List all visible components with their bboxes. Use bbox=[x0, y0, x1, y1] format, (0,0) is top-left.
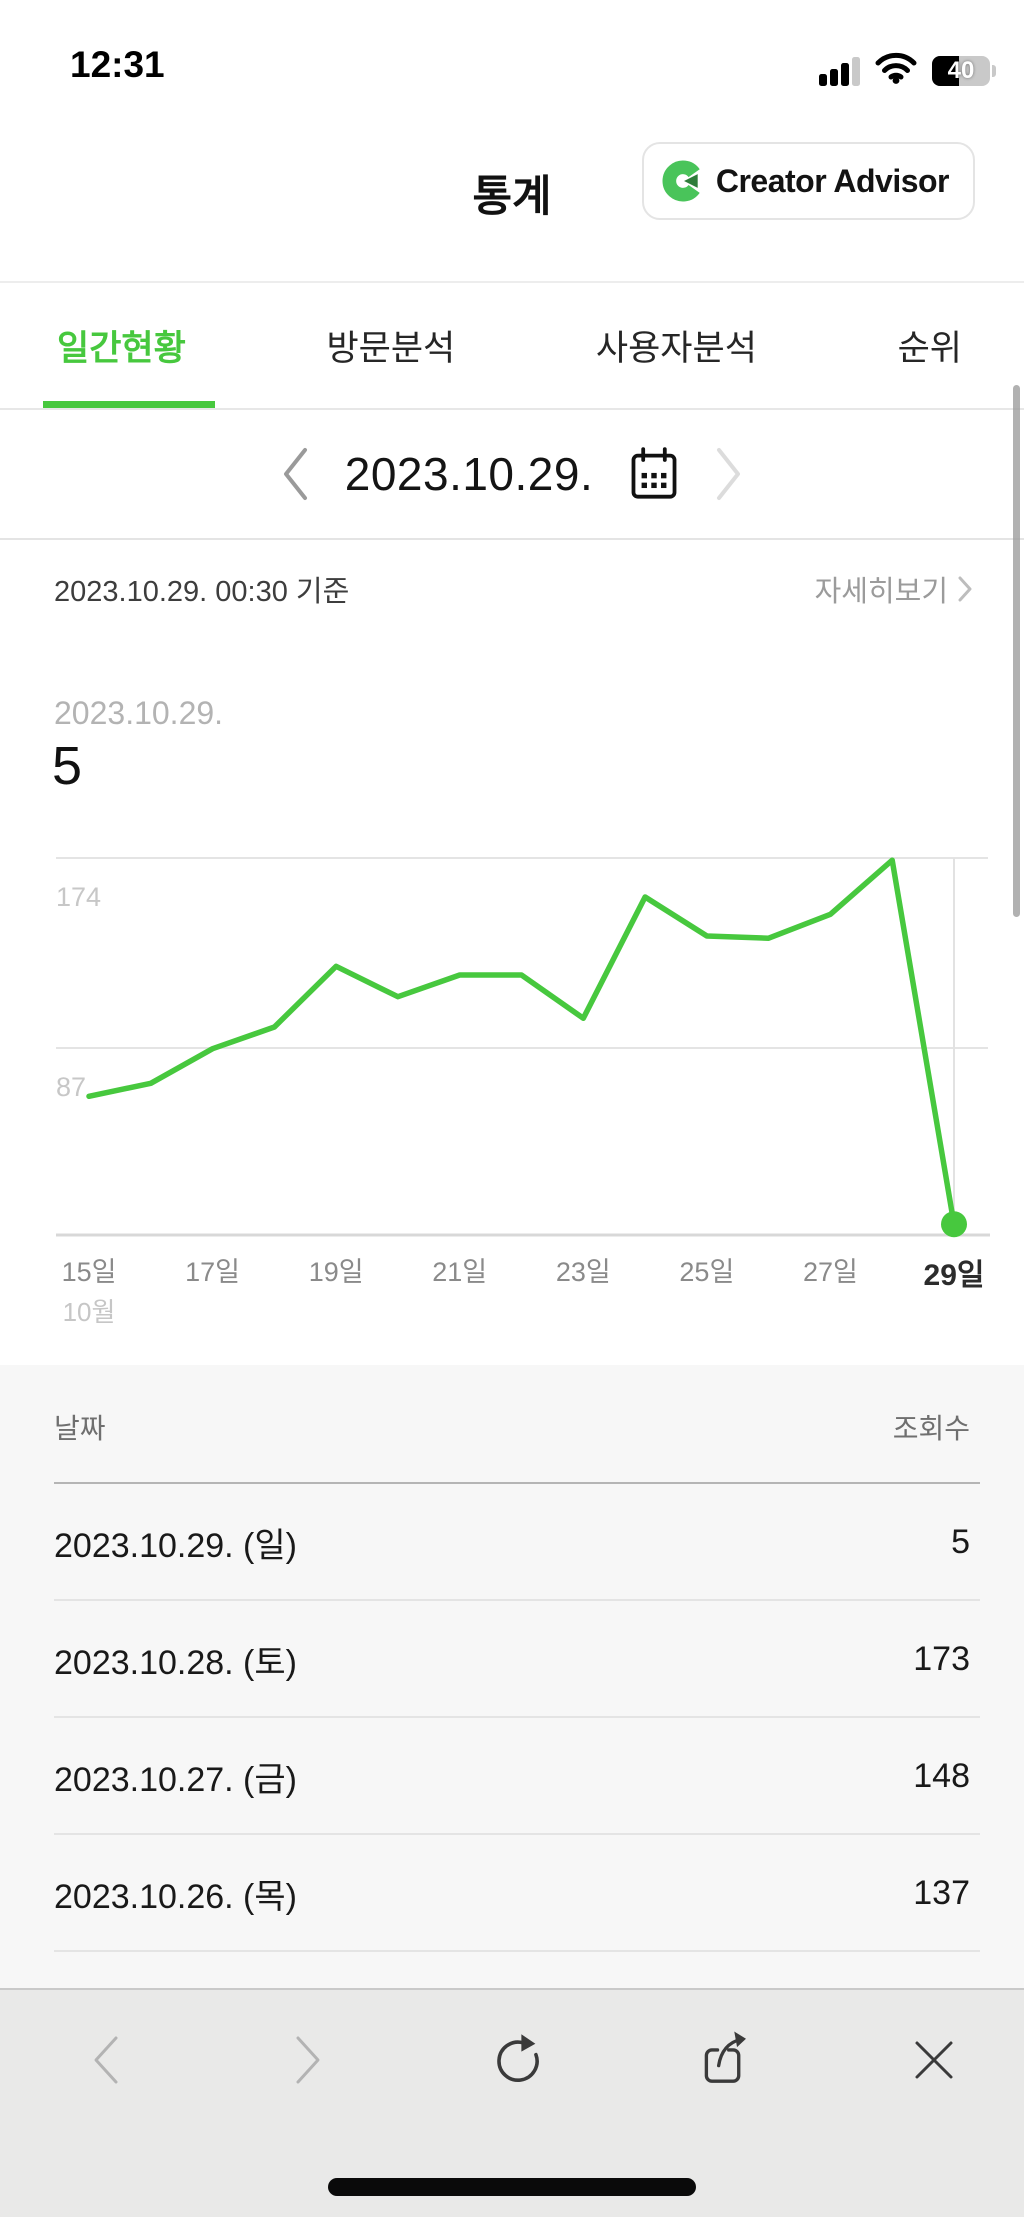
x-tick-23: 23일 bbox=[555, 1257, 611, 1287]
daily-views-chart: 174 87 bbox=[56, 857, 990, 1238]
home-indicator[interactable] bbox=[328, 2178, 696, 2196]
next-date-button[interactable] bbox=[715, 445, 743, 503]
x-tick-19: 19일 bbox=[308, 1257, 364, 1287]
see-details-link[interactable]: 자세히보기 bbox=[815, 568, 972, 610]
forward-button[interactable] bbox=[280, 2032, 336, 2088]
status-icons: 40 bbox=[819, 52, 996, 89]
table-header: 날짜 조회수 bbox=[54, 1407, 970, 1447]
app-header: 통계 Creator Advisor bbox=[0, 100, 1024, 283]
month-label: 10월 bbox=[62, 1297, 116, 1327]
wifi-icon bbox=[875, 52, 917, 89]
battery-icon: 40 bbox=[932, 55, 996, 86]
x-tick-27: 27일 bbox=[802, 1257, 858, 1287]
share-button[interactable] bbox=[694, 2031, 750, 2088]
info-bar: 2023.10.29. 00:30 기준 자세히보기 bbox=[0, 540, 1024, 637]
table-row: 2023.10.26. (목) 137 bbox=[0, 1835, 1024, 1952]
reload-icon bbox=[497, 2034, 539, 2082]
cellular-signal-icon bbox=[819, 56, 860, 86]
calendar-icon bbox=[631, 447, 677, 499]
row-views: 137 bbox=[913, 1874, 970, 1912]
tab-visit-analysis[interactable]: 방문분석 bbox=[326, 329, 456, 368]
table-header-divider bbox=[54, 1482, 980, 1484]
active-tab-underline bbox=[43, 401, 215, 408]
row-date: 2023.10.28. (토) bbox=[54, 1644, 297, 1682]
y-tick-87: 87 bbox=[56, 1072, 86, 1102]
row-views: 173 bbox=[913, 1640, 970, 1678]
reload-button[interactable] bbox=[490, 2032, 546, 2088]
row-views: 5 bbox=[951, 1523, 970, 1561]
tab-ranking[interactable]: 순위 bbox=[897, 329, 962, 368]
row-views: 148 bbox=[913, 1757, 970, 1795]
x-tick-29: 29일 bbox=[923, 1259, 985, 1292]
column-date: 날짜 bbox=[54, 1413, 106, 1444]
calendar-button[interactable] bbox=[629, 447, 679, 501]
daily-views-table-section: 날짜 조회수 2023.10.29. (일) 5 2023.10.28. (토)… bbox=[0, 1365, 1024, 1988]
date-navigation: 2023.10.29. bbox=[0, 410, 1024, 540]
x-tick-25: 25일 bbox=[679, 1257, 735, 1287]
close-button[interactable] bbox=[906, 2032, 962, 2088]
table-body: 2023.10.29. (일) 5 2023.10.28. (토) 173 20… bbox=[0, 1484, 1024, 1952]
status-time: 12:31 bbox=[70, 44, 165, 85]
webview-toolbar bbox=[0, 1988, 1024, 2217]
battery-percent: 40 bbox=[947, 56, 975, 84]
data-reference-time: 2023.10.29. 00:30 기준 bbox=[54, 576, 350, 608]
page-scrollbar-thumb[interactable] bbox=[1013, 385, 1020, 917]
chevron-right-small-icon bbox=[958, 576, 972, 602]
close-icon bbox=[915, 2041, 953, 2079]
creator-advisor-label: Creator Advisor bbox=[715, 162, 950, 199]
tab-user-analysis[interactable]: 사용자분석 bbox=[595, 329, 757, 368]
creator-advisor-logo-icon bbox=[662, 160, 700, 202]
row-date: 2023.10.29. (일) bbox=[54, 1527, 297, 1565]
status-bar: 12:31 40 bbox=[0, 0, 1024, 100]
chevron-right-icon bbox=[717, 448, 741, 500]
creator-advisor-button[interactable]: Creator Advisor bbox=[641, 142, 975, 220]
row-date: 2023.10.27. (금) bbox=[54, 1761, 297, 1799]
row-date: 2023.10.26. (목) bbox=[54, 1878, 297, 1916]
page-title: 통계 bbox=[472, 173, 552, 221]
selected-date[interactable]: 2023.10.29. bbox=[344, 448, 594, 500]
chart-x-axis: 15일 17일 19일 21일 23일 25일 27일 29일 bbox=[0, 1250, 1024, 1294]
tab-bar: 일간현황 방문분석 사용자분석 순위 bbox=[0, 283, 1024, 410]
tab-daily-status[interactable]: 일간현황 bbox=[57, 329, 186, 368]
x-tick-15: 15일 bbox=[61, 1257, 117, 1287]
share-icon bbox=[704, 2031, 746, 2083]
back-button[interactable] bbox=[78, 2032, 134, 2088]
back-chevron-icon bbox=[94, 2036, 118, 2084]
table-row: 2023.10.29. (일) 5 bbox=[0, 1484, 1024, 1601]
chart-line bbox=[86, 857, 957, 1227]
x-tick-17: 17일 bbox=[185, 1257, 240, 1287]
table-row: 2023.10.28. (토) 173 bbox=[0, 1601, 1024, 1718]
forward-chevron-icon bbox=[296, 2036, 320, 2084]
summary-date: 2023.10.29. bbox=[54, 695, 224, 731]
chart-endpoint-dot bbox=[941, 1211, 967, 1238]
daily-views-chart-section: 2023.10.29. 5 174 87 15일 17일 19일 21일 23일… bbox=[0, 637, 1024, 1365]
column-views: 조회수 bbox=[892, 1413, 970, 1444]
chevron-left-icon bbox=[283, 448, 307, 500]
table-row: 2023.10.27. (금) 148 bbox=[0, 1718, 1024, 1835]
x-tick-21: 21일 bbox=[432, 1257, 488, 1287]
y-tick-174: 174 bbox=[56, 882, 101, 912]
previous-date-button[interactable] bbox=[281, 445, 309, 503]
summary-value: 5 bbox=[52, 736, 83, 796]
